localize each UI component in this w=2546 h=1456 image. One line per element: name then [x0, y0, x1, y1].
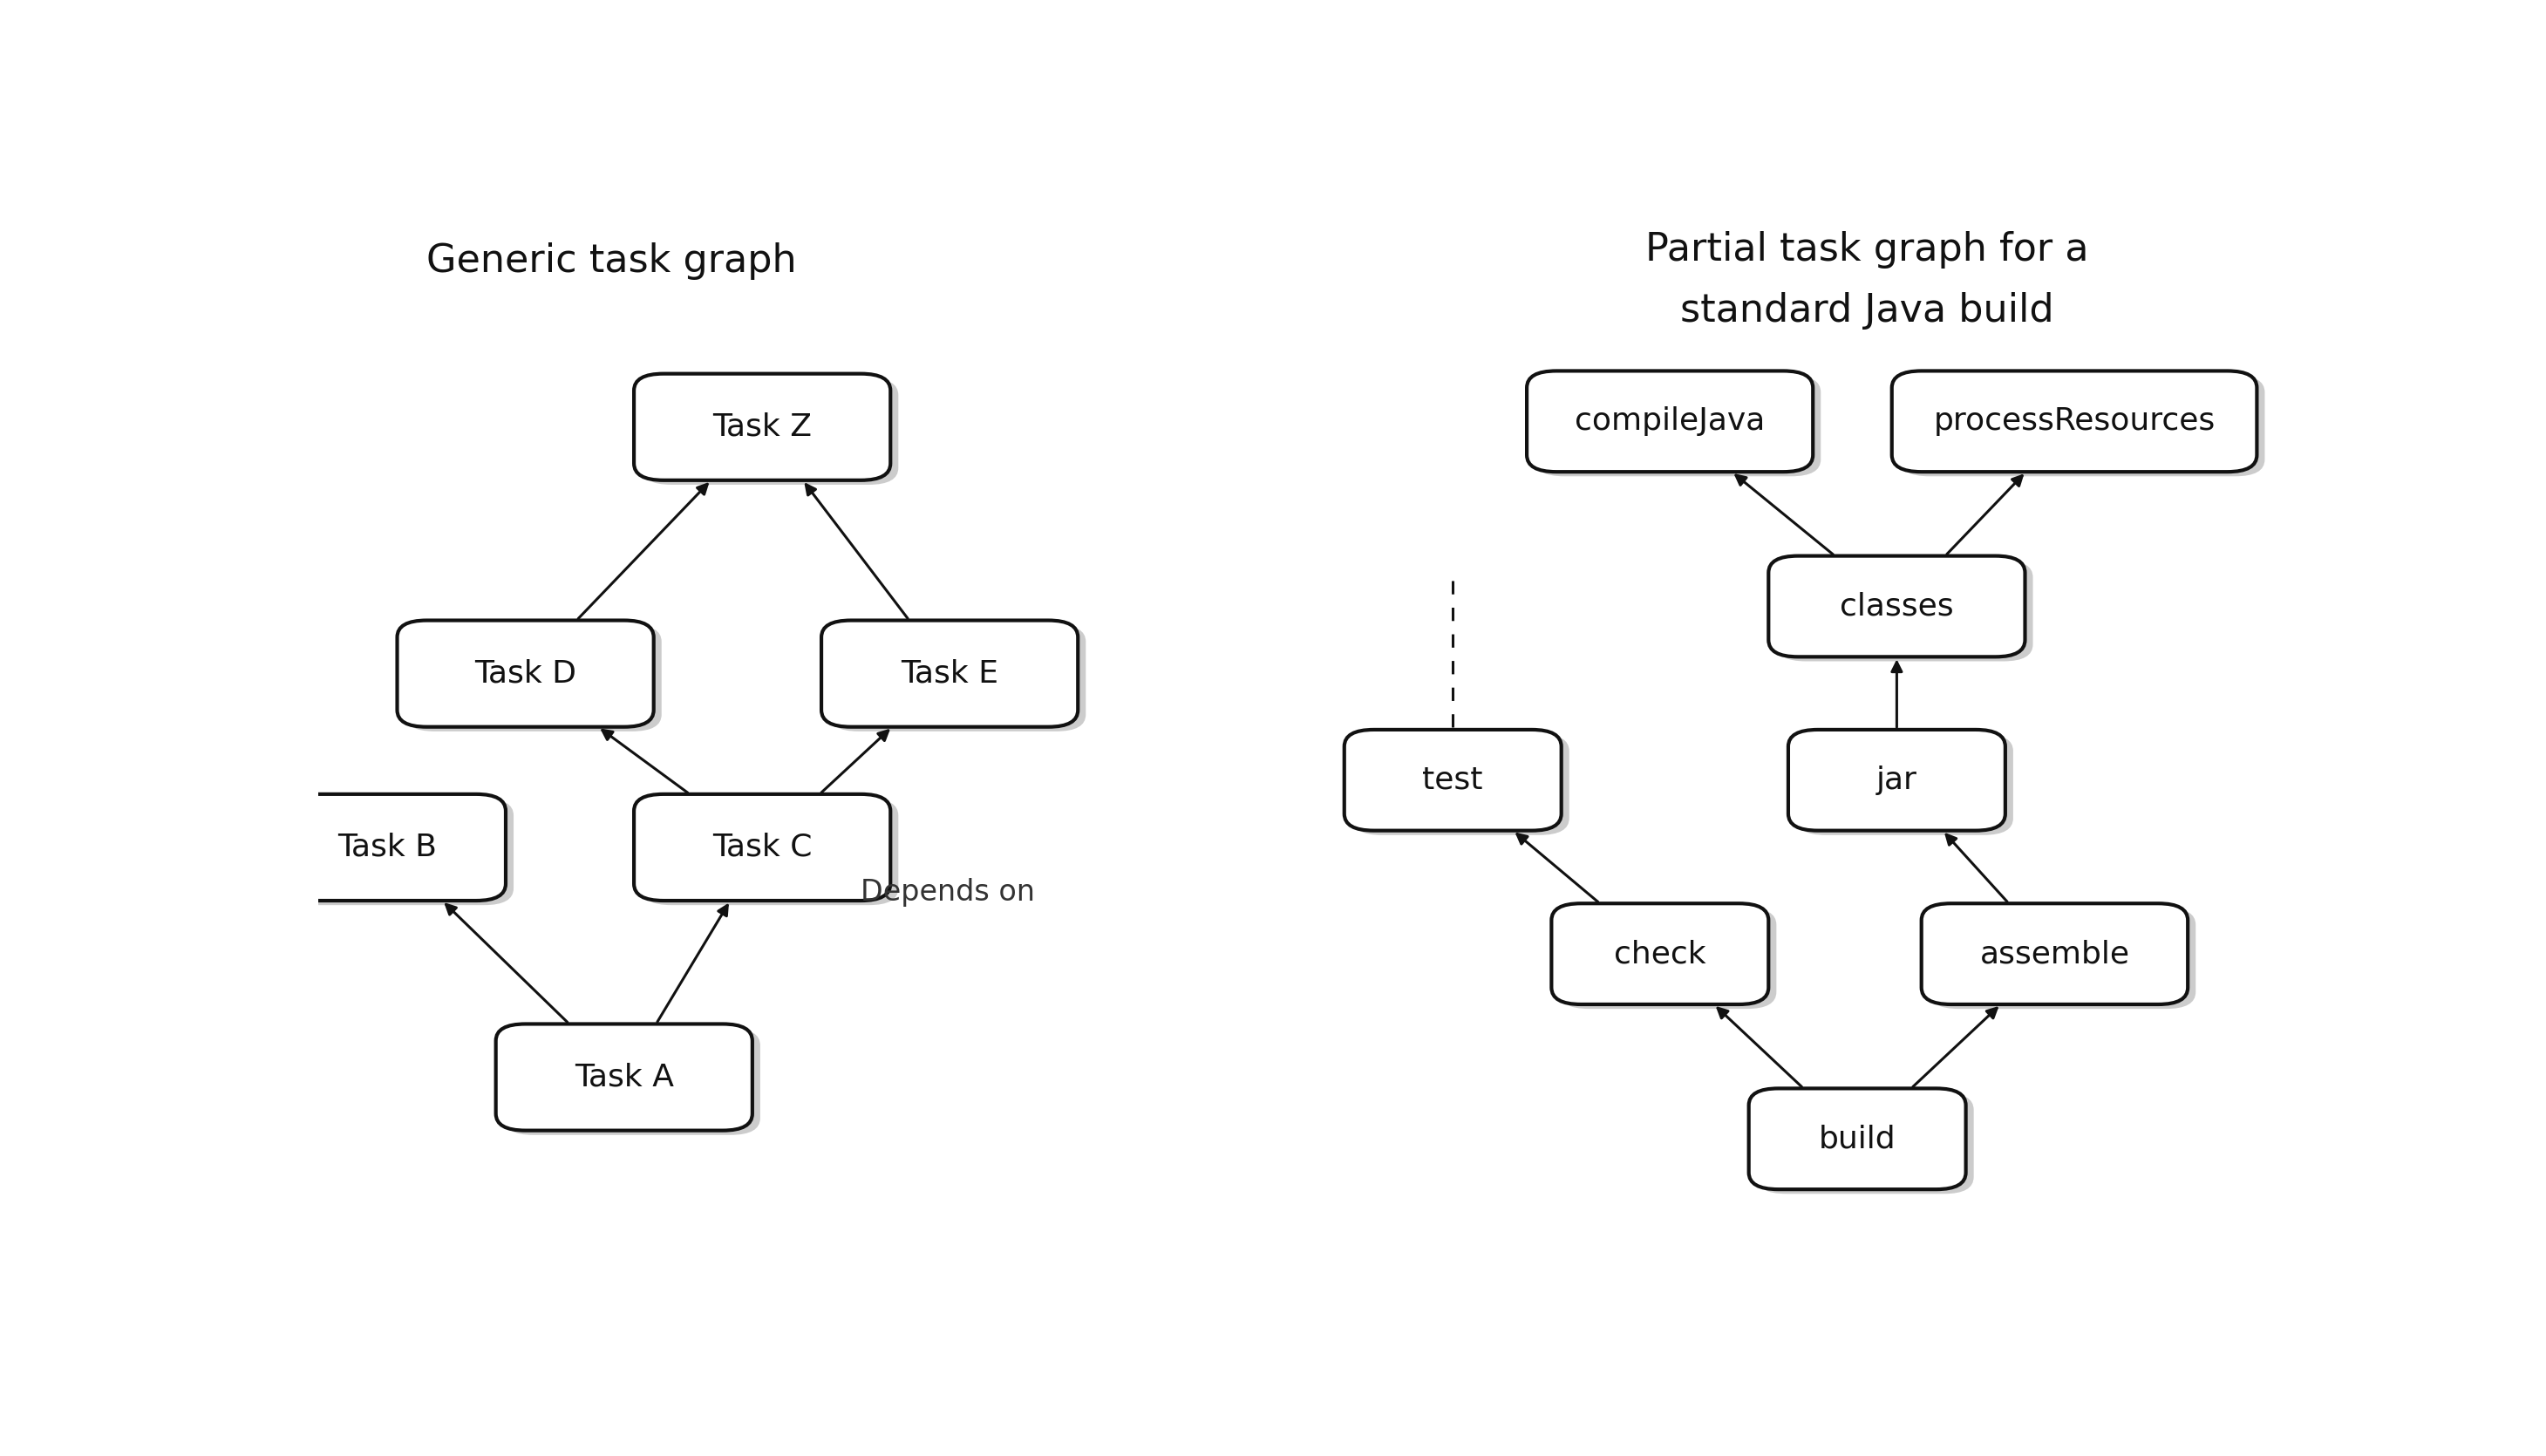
FancyBboxPatch shape	[1344, 729, 1561, 830]
Text: Task A: Task A	[575, 1063, 675, 1092]
Text: Generic task graph: Generic task graph	[428, 242, 797, 280]
Text: Partial task graph for a: Partial task graph for a	[1645, 232, 2088, 268]
FancyBboxPatch shape	[1551, 903, 1769, 1005]
Text: compileJava: compileJava	[1576, 406, 1764, 437]
FancyBboxPatch shape	[634, 374, 891, 480]
Text: Task D: Task D	[474, 658, 575, 689]
FancyBboxPatch shape	[1922, 903, 2187, 1005]
FancyBboxPatch shape	[1892, 371, 2256, 472]
Text: check: check	[1614, 939, 1706, 968]
FancyBboxPatch shape	[830, 625, 1085, 731]
FancyBboxPatch shape	[642, 379, 899, 485]
Text: Task E: Task E	[901, 658, 998, 689]
FancyBboxPatch shape	[405, 625, 662, 731]
FancyBboxPatch shape	[1528, 371, 1813, 472]
FancyBboxPatch shape	[1787, 729, 2006, 830]
FancyBboxPatch shape	[1558, 909, 1777, 1009]
Text: processResources: processResources	[1932, 406, 2215, 437]
FancyBboxPatch shape	[496, 1024, 754, 1130]
Text: assemble: assemble	[1981, 939, 2128, 968]
FancyBboxPatch shape	[1757, 1093, 1973, 1194]
FancyBboxPatch shape	[1899, 376, 2266, 476]
FancyBboxPatch shape	[1769, 556, 2024, 657]
FancyBboxPatch shape	[278, 799, 514, 906]
Text: Task C: Task C	[713, 833, 812, 862]
Text: jar: jar	[1876, 766, 1917, 795]
FancyBboxPatch shape	[1930, 909, 2195, 1009]
FancyBboxPatch shape	[1795, 734, 2014, 836]
FancyBboxPatch shape	[1777, 561, 2032, 661]
FancyBboxPatch shape	[1352, 734, 1568, 836]
Text: Task Z: Task Z	[713, 412, 812, 441]
Text: Depends on: Depends on	[861, 878, 1036, 907]
Text: Task B: Task B	[339, 833, 438, 862]
FancyBboxPatch shape	[642, 799, 899, 906]
Text: test: test	[1423, 766, 1484, 795]
FancyBboxPatch shape	[397, 620, 654, 727]
FancyBboxPatch shape	[504, 1028, 761, 1136]
FancyBboxPatch shape	[1535, 376, 1820, 476]
FancyBboxPatch shape	[634, 794, 891, 901]
Text: build: build	[1818, 1124, 1897, 1153]
FancyBboxPatch shape	[822, 620, 1077, 727]
Text: classes: classes	[1841, 591, 1953, 622]
Text: standard Java build: standard Java build	[1680, 293, 2055, 331]
FancyBboxPatch shape	[270, 794, 507, 901]
FancyBboxPatch shape	[1749, 1089, 1966, 1190]
